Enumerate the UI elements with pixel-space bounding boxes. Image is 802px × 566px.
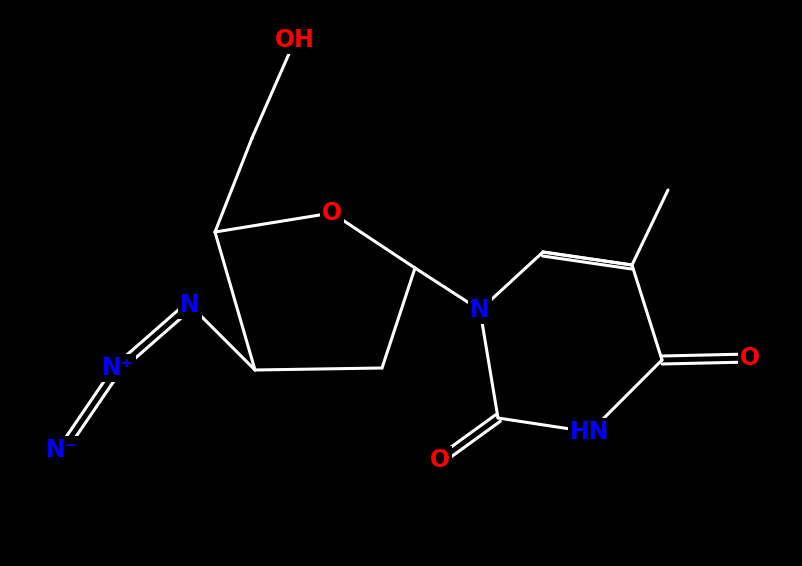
Text: OH: OH — [275, 28, 314, 52]
Text: HN: HN — [569, 420, 609, 444]
Text: N⁺: N⁺ — [102, 356, 134, 380]
Text: N⁻: N⁻ — [46, 438, 78, 462]
Text: O: O — [739, 346, 759, 370]
Text: O: O — [429, 448, 449, 472]
Text: N: N — [180, 293, 200, 317]
Text: N: N — [469, 298, 489, 322]
Text: O: O — [322, 201, 342, 225]
